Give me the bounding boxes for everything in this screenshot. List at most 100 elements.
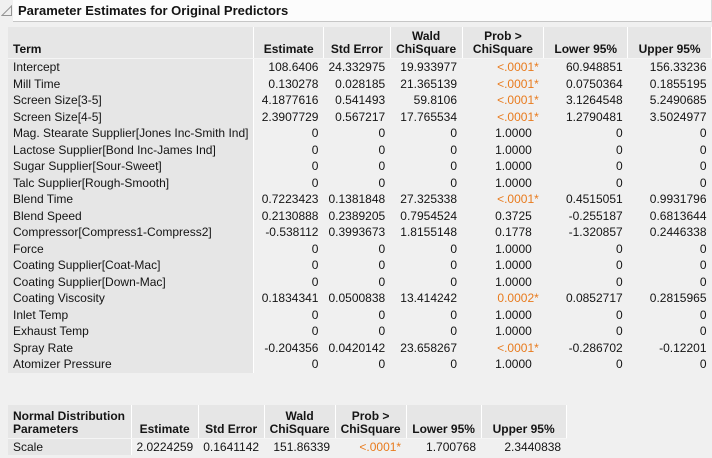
column-header-prob-chisquare: Prob > ChiSquare — [462, 27, 545, 59]
upper-95-cell: 0 — [699, 142, 707, 157]
lower-95-cell: -0.255187 — [568, 208, 623, 223]
lower-95-cell: -0.286702 — [568, 340, 623, 355]
table-row: Talc Supplier[Rough-Smooth] 0 0 0 1.0000… — [8, 174, 712, 191]
term-cell: Force — [8, 240, 255, 257]
column-header-wald-chisquare: Wald ChiSquare — [390, 27, 463, 59]
column-header-upper-95: Upper 95% — [481, 404, 567, 439]
prob-chisquare-cell: 1.0000 — [495, 258, 532, 272]
column-header-std-error: Std Error — [198, 404, 265, 439]
lower-95-cell: 0 — [616, 241, 623, 256]
column-header-lower-95: Lower 95% — [543, 27, 629, 59]
term-cell: Intercept — [8, 58, 255, 76]
wald-chisquare-cell: 0 — [450, 126, 458, 140]
lower-95-cell: 0 — [616, 357, 623, 371]
lower-95-cell: 60.948851 — [565, 60, 623, 74]
upper-95-cell: 0.1855195 — [649, 76, 707, 91]
std-error-cell: 0 — [378, 159, 386, 173]
estimate-cell: 0 — [311, 142, 319, 157]
table-row: Screen Size[4-5] 2.3907729 0.567217 17.7… — [8, 108, 712, 125]
lower-95-cell: 0 — [616, 175, 623, 190]
estimate-cell: 108.6406 — [268, 60, 319, 74]
table-row: Screen Size[3-5] 4.1877616 0.541493 59.8… — [8, 92, 712, 109]
lower-95-cell: 0 — [616, 324, 623, 338]
table-row: Atomizer Pressure 0 0 0 1.0000 0 0 — [8, 356, 712, 373]
term-cell: Lactose Supplier[Bond Inc-James Ind] — [8, 141, 255, 158]
column-header-lower-95: Lower 95% — [406, 404, 482, 439]
estimate-cell: 0 — [311, 159, 319, 173]
lower-95-cell: 0 — [616, 126, 623, 140]
upper-95-cell: 0 — [699, 126, 707, 140]
wald-chisquare-cell: 0 — [450, 142, 458, 157]
table-row: Coating Viscosity 0.1834341 0.0500838 13… — [8, 290, 712, 307]
table-row: Intercept 108.6406 24.332975 19.933977 <… — [8, 58, 712, 76]
disclosure-triangle-icon[interactable] — [0, 0, 13, 22]
std-error-cell: 0.1641142 — [203, 439, 260, 454]
lower-95-cell: 0 — [616, 142, 623, 157]
std-error-cell: 24.332975 — [328, 60, 386, 74]
std-error-cell: 0.0500838 — [328, 291, 386, 305]
term-cell: Atomizer Pressure — [8, 356, 255, 373]
wald-chisquare-cell: 1.8155148 — [400, 225, 458, 239]
table-row: Blend Time 0.7223423 0.1381848 27.325338… — [8, 191, 712, 208]
prob-chisquare-cell: 1.0000 — [495, 142, 532, 157]
term-cell: Talc Supplier[Rough-Smooth] — [8, 174, 255, 191]
lower-95-cell: 0.0852717 — [565, 291, 623, 305]
lower-95-cell: 3.1264548 — [565, 93, 623, 107]
term-cell: Blend Time — [8, 191, 255, 208]
std-error-cell: 0.541493 — [335, 93, 386, 107]
prob-chisquare-cell: 1.0000 — [495, 274, 532, 289]
std-error-cell: 0 — [378, 241, 386, 256]
std-error-cell: 0 — [378, 258, 386, 272]
upper-95-cell: 156.33236 — [649, 60, 707, 74]
wald-chisquare-cell: 23.658267 — [400, 340, 458, 355]
term-cell: Coating Supplier[Coat-Mac] — [8, 257, 255, 274]
upper-95-cell: 0 — [699, 324, 707, 338]
estimate-cell: 0 — [311, 126, 319, 140]
estimate-cell: -0.204356 — [264, 340, 319, 355]
estimate-cell: 0 — [311, 357, 319, 371]
lower-95-cell: 1.700768 — [426, 439, 477, 454]
parameter-table-body: Intercept 108.6406 24.332975 19.933977 <… — [8, 58, 712, 373]
estimate-cell: 0 — [311, 175, 319, 190]
std-error-cell: 0.567217 — [335, 109, 386, 124]
column-header-wald-chisquare: Wald ChiSquare — [264, 404, 336, 439]
table-row: Blend Speed 0.2130888 0.2389205 0.795452… — [8, 207, 712, 224]
column-header-estimate: Estimate — [253, 27, 324, 59]
std-error-cell: 0 — [378, 175, 386, 190]
estimate-cell: 2.0224259 — [136, 439, 194, 454]
prob-chisquare-cell: <.0001* — [497, 340, 539, 355]
page-title: Parameter Estimates for Original Predict… — [13, 0, 712, 22]
wald-chisquare-cell: 17.765534 — [400, 109, 458, 124]
table-row: Inlet Temp 0 0 0 1.0000 0 0 — [8, 306, 712, 323]
std-error-cell: 0 — [378, 357, 386, 371]
lower-95-cell: 1.2790481 — [565, 109, 623, 124]
upper-95-cell: 0.2815965 — [649, 291, 707, 305]
std-error-cell: 0.1381848 — [328, 192, 386, 206]
table-row: Coating Supplier[Coat-Mac] 0 0 0 1.0000 … — [8, 257, 712, 274]
upper-95-cell: 0 — [699, 307, 707, 322]
wald-chisquare-cell: 0 — [450, 324, 458, 338]
term-cell: Sugar Supplier[Sour-Sweet] — [8, 158, 255, 175]
estimate-cell: 0.130278 — [268, 76, 319, 91]
lower-95-cell: 0 — [616, 159, 623, 173]
prob-chisquare-cell: <.0001* — [497, 93, 539, 107]
term-cell: Blend Speed — [8, 207, 255, 224]
estimate-cell: 0 — [311, 258, 319, 272]
table-row: Mill Time 0.130278 0.028185 21.365139 <.… — [8, 75, 712, 92]
term-cell: Scale — [8, 438, 132, 455]
parameter-table-header: Term Estimate Std Error Wald ChiSquare Pr… — [8, 27, 712, 59]
wald-chisquare-cell: 151.86339 — [273, 439, 331, 454]
std-error-cell: 0.028185 — [335, 76, 386, 91]
prob-chisquare-cell: 0.3725 — [495, 208, 532, 223]
prob-chisquare-cell: 1.0000 — [495, 126, 532, 140]
term-cell: Mag. Stearate Supplier[Jones Inc-Smith I… — [8, 125, 255, 142]
estimate-cell: 0 — [311, 274, 319, 289]
prob-chisquare-cell: 1.0000 — [495, 307, 532, 322]
upper-95-cell: 0.9931796 — [649, 192, 707, 206]
upper-95-cell: 5.2490685 — [649, 93, 707, 107]
scale-table-body: Scale 2.0224259 0.1641142 151.86339 <.00… — [8, 438, 566, 455]
estimate-cell: 0 — [311, 241, 319, 256]
table-row: Coating Supplier[Down-Mac] 0 0 0 1.0000 … — [8, 273, 712, 290]
term-cell: Screen Size[4-5] — [8, 108, 255, 125]
lower-95-cell: -1.320857 — [568, 225, 623, 239]
